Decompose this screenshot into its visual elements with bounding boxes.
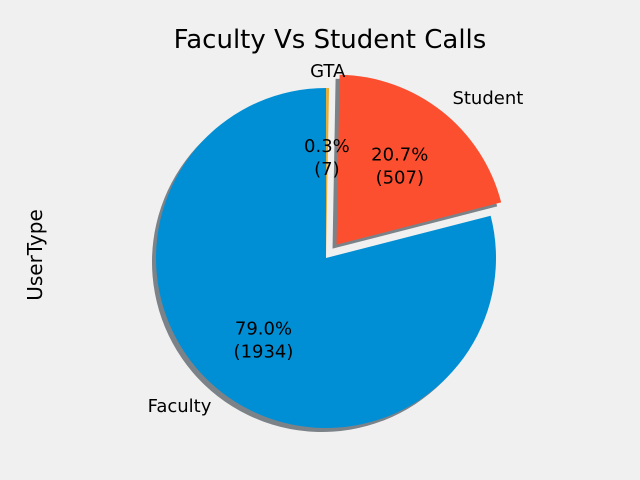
slice-percent-faculty: 79.0% [235, 319, 292, 340]
slice-count-gta: (7) [314, 159, 340, 180]
slice-label-student: Student [452, 88, 523, 109]
pie-labels: Faculty 79.0%(1934) Student 20.7%(507) GTA 0.… [148, 61, 524, 417]
slice-student [336, 74, 502, 245]
pie-slices [155, 74, 502, 428]
slice-count-student: (507) [376, 168, 424, 189]
slice-label-gta: GTA [310, 61, 346, 82]
slice-gta [326, 88, 330, 258]
slice-percent-gta: 0.3% [304, 136, 350, 157]
slice-label-faculty: Faculty [148, 396, 212, 417]
chart-title: Faculty Vs Student Calls [174, 25, 487, 55]
slice-percent-student: 20.7% [371, 145, 428, 166]
slice-count-faculty: (1934) [234, 342, 294, 363]
y-axis-label: UserType [23, 209, 47, 301]
